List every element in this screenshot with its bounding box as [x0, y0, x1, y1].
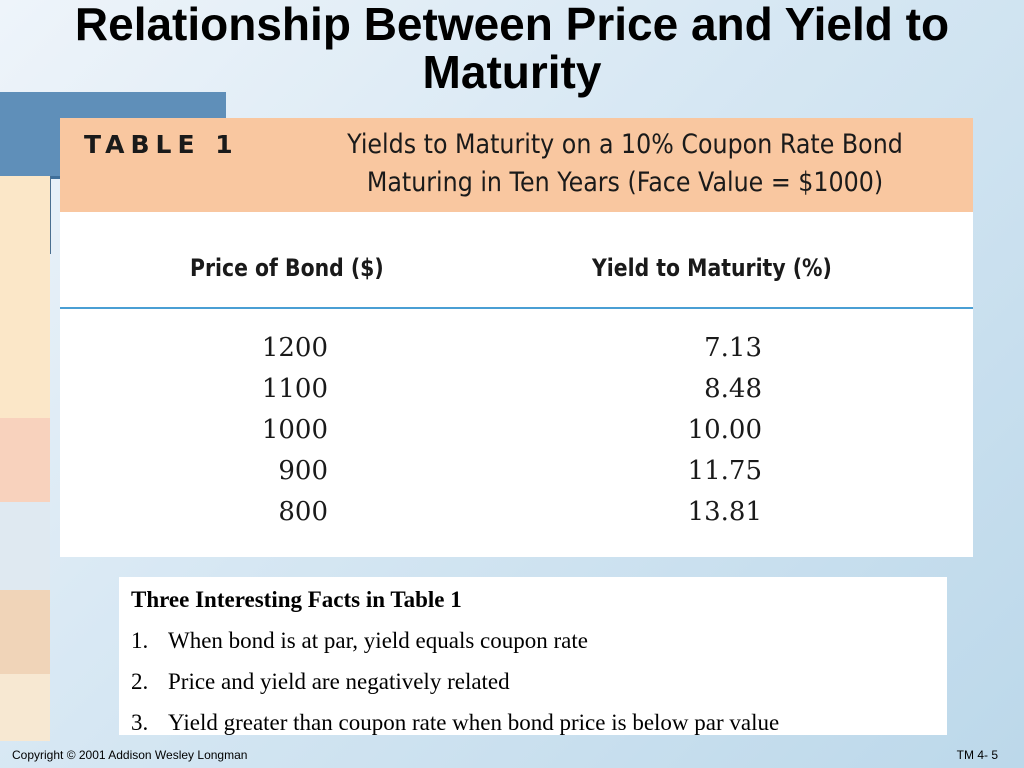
fact-item: 2. Price and yield are negatively related — [131, 669, 510, 695]
copyright-text: Copyright © 2001 Addison Wesley Longman — [12, 748, 248, 762]
fact-item: 3. Yield greater than coupon rate when bo… — [131, 710, 779, 736]
table-cell-yield: 8.48 — [704, 374, 762, 404]
facts-title: Three Interesting Facts in Table 1 — [131, 587, 462, 612]
table-cell-price: 1100 — [261, 374, 328, 404]
table-cell-price: 1000 — [261, 415, 328, 445]
table-cell-price: 800 — [278, 497, 328, 527]
bond-yield-table: TABLE 1 Yields to Maturity on a 10% Coup… — [60, 118, 973, 557]
table-cell-price: 900 — [278, 456, 328, 486]
table-header: TABLE 1 Yields to Maturity on a 10% Coup… — [60, 118, 973, 212]
fact-number: 3. — [131, 710, 149, 735]
header-rule — [60, 307, 973, 309]
table-cell-yield: 7.13 — [704, 333, 762, 363]
table-cell-yield: 10.00 — [687, 415, 762, 445]
table-cell-yield: 13.81 — [687, 497, 762, 527]
column-header-price: Price of Bond ($) — [190, 254, 384, 282]
fact-number: 1. — [131, 628, 149, 653]
table-label: TABLE 1 — [84, 130, 239, 159]
table-cell-yield: 11.75 — [687, 456, 762, 486]
table-caption: Yields to Maturity on a 10% Coupon Rate … — [347, 129, 903, 198]
column-header-yield: Yield to Maturity (%) — [592, 254, 832, 282]
fact-text: Price and yield are negatively related — [168, 669, 510, 694]
table-cell-price: 1200 — [261, 333, 328, 363]
fact-text: Yield greater than coupon rate when bond… — [168, 710, 780, 735]
slide-title: Relationship Between Price and Yield to … — [74, 0, 950, 98]
fact-item: 1. When bond is at par, yield equals coup… — [131, 628, 588, 654]
fact-number: 2. — [131, 669, 149, 694]
slide-number: TM 4- 5 — [956, 748, 998, 762]
decorative-side-column — [0, 176, 50, 741]
facts-box: Three Interesting Facts in Table 1 1. Whe… — [119, 577, 947, 735]
fact-text: When bond is at par, yield equals coupon… — [168, 628, 588, 653]
